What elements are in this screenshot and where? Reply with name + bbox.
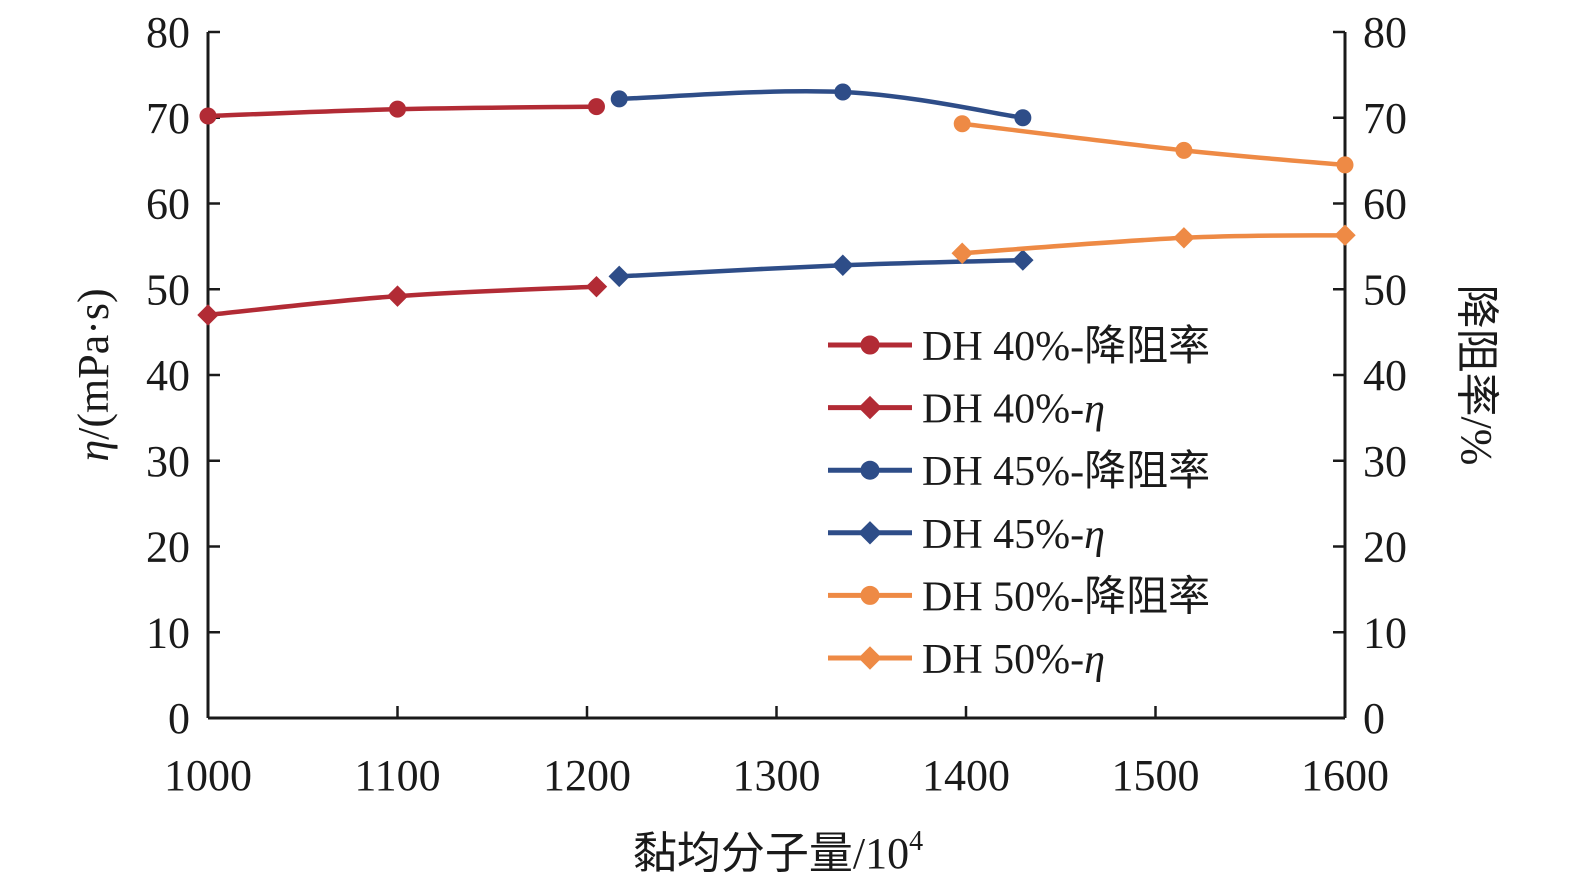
y-right-axis-title: 降阻率/% xyxy=(1452,285,1501,466)
legend-label: DH 50%-η xyxy=(922,637,1105,683)
legend-label-italic: η xyxy=(1084,512,1105,558)
axis-ticks: 1000 1100 1200 1300 1400 1500 1600 0 10 20 30 40 50 6… xyxy=(146,8,1407,800)
series-2 xyxy=(197,275,608,326)
legend-item: DH 40%-降阻率 xyxy=(828,323,1210,370)
x-tick-label: 1500 xyxy=(1112,751,1200,800)
series-1 xyxy=(199,98,605,125)
data-point-diamond xyxy=(585,275,608,298)
legend-label: DH 50%-降阻率 xyxy=(922,573,1210,620)
legend-label-main: DH 50%- xyxy=(922,637,1084,683)
x-axis-title-superscript: 4 xyxy=(909,826,923,857)
y-left-axis-title: η/(mPa·s) xyxy=(69,288,118,461)
x-tick-label: 1400 xyxy=(922,751,1010,800)
legend-label-main: DH 40%- xyxy=(922,387,1084,433)
legend-item: DH 50%-η xyxy=(828,637,1105,683)
y-left-tick-label: 40 xyxy=(146,351,190,400)
series-line xyxy=(959,232,1348,256)
data-point-diamond xyxy=(608,265,630,288)
y-left-tick-label: 10 xyxy=(146,608,190,657)
legend-item: DH 45%-η xyxy=(828,512,1105,558)
y-left-axis-title-rest: /(mPa·s) xyxy=(69,288,118,440)
y-right-tick-label: 10 xyxy=(1363,608,1407,657)
x-tick-label: 1100 xyxy=(354,751,440,800)
y-right-tick-label: 70 xyxy=(1363,94,1407,143)
x-tick-label: 1300 xyxy=(733,751,821,800)
legend-label-italic: η xyxy=(1084,637,1105,683)
data-point-diamond xyxy=(832,254,854,276)
series-line xyxy=(959,121,1348,168)
legend-label: DH 45%-降阻率 xyxy=(922,448,1210,495)
legend-label-main: DH 45%-降阻率 xyxy=(922,448,1210,495)
legend-label: DH 40%-η xyxy=(922,387,1105,433)
data-point-circle xyxy=(587,98,605,116)
legend-label-italic: η xyxy=(1084,387,1105,433)
y-right-tick-label: 80 xyxy=(1363,8,1407,57)
data-point-diamond xyxy=(858,521,882,545)
data-point-circle xyxy=(389,100,406,118)
data-point-circle xyxy=(953,115,971,133)
series-line xyxy=(616,89,1026,120)
data-point-diamond xyxy=(197,304,219,326)
series-4 xyxy=(608,249,1034,288)
data-point-circle xyxy=(610,90,628,108)
series-3 xyxy=(610,83,1032,127)
x-axis-title-main: 黏均分子量/10 xyxy=(633,829,909,878)
x-axis-title: 黏均分子量/104 xyxy=(633,826,923,878)
y-left-axis-title-symbol: η xyxy=(69,440,118,462)
legend-item: DH 45%-降阻率 xyxy=(828,448,1210,495)
legend-item: DH 50%-降阻率 xyxy=(828,573,1210,620)
data-point-diamond xyxy=(1012,249,1034,271)
data-point-circle xyxy=(860,460,880,480)
data-point-diamond xyxy=(1334,224,1356,246)
data-point-circle xyxy=(199,107,217,125)
y-left-tick-label: 50 xyxy=(146,265,190,314)
series-6 xyxy=(951,224,1356,264)
legend-label-main: DH 40%-降阻率 xyxy=(922,323,1210,370)
data-point-diamond xyxy=(951,242,973,264)
data-point-circle xyxy=(860,585,880,605)
x-tick-label: 1600 xyxy=(1301,751,1389,800)
legend-label: DH 45%-η xyxy=(922,512,1105,558)
data-point-circle xyxy=(860,335,880,355)
series-5 xyxy=(953,115,1354,174)
y-left-tick-label: 70 xyxy=(146,94,190,143)
y-left-tick-label: 80 xyxy=(146,8,190,57)
y-right-tick-label: 20 xyxy=(1363,523,1407,572)
y-right-tick-label: 30 xyxy=(1363,437,1407,486)
data-point-diamond xyxy=(858,646,882,670)
data-point-circle xyxy=(1336,156,1354,174)
y-left-tick-label: 20 xyxy=(146,523,190,572)
y-right-tick-label: 0 xyxy=(1363,694,1385,743)
y-left-tick-label: 0 xyxy=(168,694,190,743)
data-point-circle xyxy=(1175,141,1193,159)
data-point-diamond xyxy=(858,395,882,420)
y-left-tick-label: 30 xyxy=(146,437,190,486)
data-point-circle xyxy=(834,83,852,101)
data-point-diamond xyxy=(1173,227,1195,249)
data-point-diamond xyxy=(386,285,409,307)
y-right-tick-label: 60 xyxy=(1363,180,1407,229)
legend-item: DH 40%-η xyxy=(828,387,1105,433)
series-layer xyxy=(197,83,1356,326)
y-right-tick-label: 50 xyxy=(1363,265,1407,314)
legend-label: DH 40%-降阻率 xyxy=(922,323,1210,370)
data-point-circle xyxy=(1014,109,1032,127)
legend-label-main: DH 50%-降阻率 xyxy=(922,573,1210,620)
y-right-tick-label: 40 xyxy=(1363,351,1407,400)
y-left-tick-label: 60 xyxy=(146,180,190,229)
x-tick-label: 1200 xyxy=(543,751,631,800)
x-tick-label: 1000 xyxy=(164,751,252,800)
legend-label-main: DH 45%- xyxy=(922,512,1084,558)
